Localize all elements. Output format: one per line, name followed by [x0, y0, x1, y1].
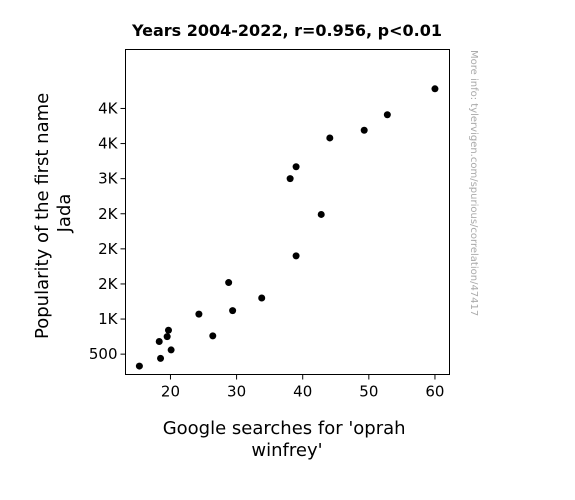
y-tick-label: 2K — [98, 240, 119, 258]
x-axis-label-line-2: winfrey' — [251, 440, 322, 461]
data-point — [209, 332, 217, 340]
x-axis: 20 30 40 50 60 — [161, 374, 444, 401]
data-point — [317, 210, 325, 218]
x-axis-label-line-1: Google searches for 'oprah — [163, 418, 406, 439]
data-point — [229, 307, 237, 315]
data-points — [135, 85, 439, 370]
y-tick-label: 2K — [98, 205, 119, 223]
watermark: More info: tylervigen.com/spurious/corre… — [468, 50, 479, 316]
data-point — [163, 333, 171, 341]
y-tick-label: 4K — [98, 135, 119, 153]
y-tick-label: 500 — [89, 345, 118, 363]
y-axis: 500 1K 2K 2K 2K 3K 4K 4K — [89, 99, 126, 363]
data-point — [164, 326, 172, 334]
data-point — [292, 252, 300, 260]
plot-area — [125, 49, 450, 375]
y-axis-label: Popularity of the first name Jada — [32, 87, 75, 339]
data-point — [225, 279, 233, 287]
y-tick-label: 1K — [98, 310, 119, 328]
x-tick-label: 30 — [227, 383, 246, 401]
y-axis-label-line-2: Jada — [54, 194, 75, 234]
x-axis-label: Google searches for 'oprah winfrey' — [163, 418, 412, 461]
data-point — [155, 338, 163, 346]
data-point — [360, 126, 368, 134]
y-axis-label-line-1: Popularity of the first name — [32, 93, 53, 339]
data-point — [383, 111, 391, 119]
chart-title: Years 2004-2022, r=0.956, p<0.01 — [131, 21, 442, 40]
data-point — [157, 354, 165, 362]
y-tick-label: 3K — [98, 170, 119, 188]
data-point — [195, 310, 203, 318]
data-point — [326, 134, 334, 142]
data-point — [167, 346, 175, 354]
data-point — [431, 85, 439, 93]
data-point — [258, 294, 266, 302]
y-tick-label: 2K — [98, 275, 119, 293]
data-point — [292, 163, 300, 171]
x-tick-label: 40 — [293, 383, 312, 401]
y-tick-label: 4K — [98, 99, 119, 117]
x-tick-label: 60 — [425, 383, 444, 401]
x-tick-label: 20 — [161, 383, 180, 401]
data-point — [286, 175, 294, 183]
x-tick-label: 50 — [359, 383, 378, 401]
data-point — [135, 362, 143, 370]
